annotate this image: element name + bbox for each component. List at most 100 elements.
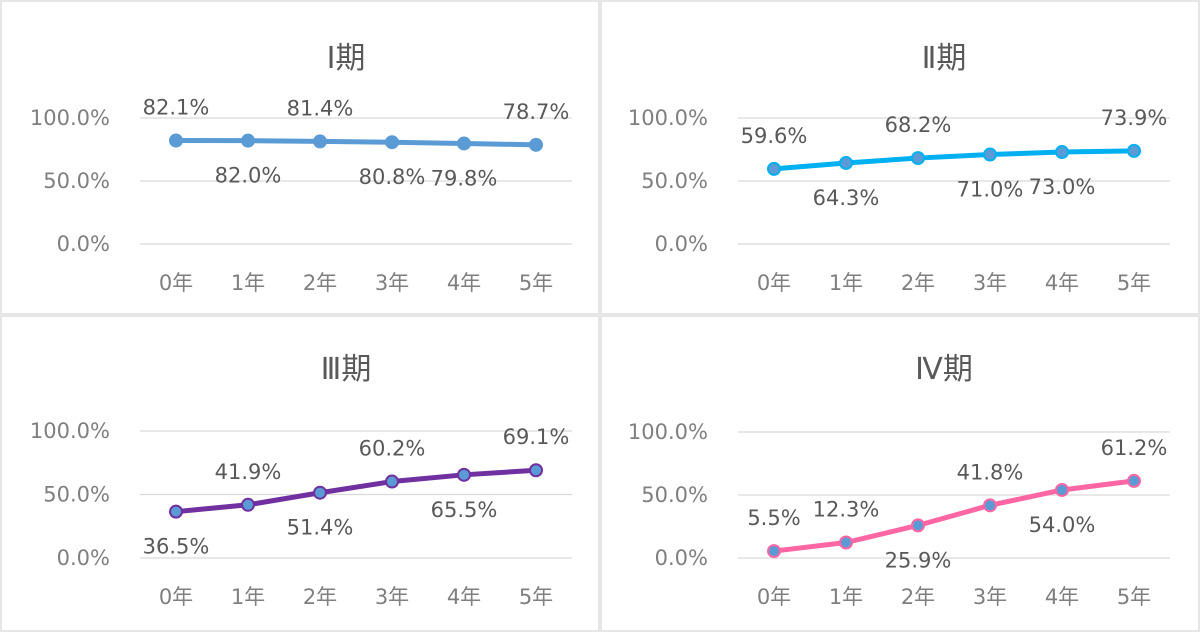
y-tick-label: 50.0% xyxy=(43,169,110,193)
data-point xyxy=(313,134,327,149)
x-tick-label: 0年 xyxy=(757,585,791,609)
data-label: 36.5% xyxy=(143,535,210,559)
data-point xyxy=(529,137,543,152)
data-label: 41.9% xyxy=(215,460,282,484)
x-tick-label: 4年 xyxy=(1045,271,1079,295)
series-line xyxy=(771,478,1137,554)
data-point xyxy=(313,485,327,500)
chart-title: Ⅳ期 xyxy=(915,352,973,387)
series-line xyxy=(173,467,539,515)
data-point xyxy=(1127,473,1141,488)
data-point xyxy=(457,136,471,151)
data-point xyxy=(1127,143,1141,158)
data-label: 73.9% xyxy=(1101,106,1168,130)
data-label: 73.0% xyxy=(1029,175,1096,199)
x-tick-label: 1年 xyxy=(231,585,265,609)
x-tick-label: 4年 xyxy=(447,271,481,295)
data-point xyxy=(385,474,399,489)
data-label: 60.2% xyxy=(359,437,426,461)
data-label: 82.1% xyxy=(143,96,210,120)
data-point xyxy=(1055,482,1069,497)
y-tick-label: 100.0% xyxy=(628,106,708,130)
y-tick-label: 50.0% xyxy=(43,483,110,507)
x-tick-label: 4年 xyxy=(447,585,481,609)
x-tick-label: 3年 xyxy=(375,271,409,295)
data-label: 54.0% xyxy=(1029,513,1096,537)
data-point xyxy=(457,467,471,482)
x-tick-label: 2年 xyxy=(901,271,935,295)
data-point xyxy=(169,504,183,519)
data-label: 68.2% xyxy=(885,113,952,137)
y-tick-label: 0.0% xyxy=(57,546,110,570)
series-line xyxy=(173,138,539,148)
chart-panel-stage-1: Ⅰ期 0.0% 50.0% 100.0% 0年 1年 2年 3年 4年 5年 82.1% 82.0% 8… xyxy=(2,2,598,313)
x-tick-label: 5年 xyxy=(1117,585,1151,609)
data-point xyxy=(241,497,255,512)
chart-title: Ⅰ期 xyxy=(327,41,366,76)
chart-stage-3: Ⅲ期 0.0% 50.0% 100.0% 0年 1年 2年 3年 4年 5年 36.5% 41.9% 5… xyxy=(30,352,572,609)
y-tick-label: 100.0% xyxy=(30,419,110,443)
chart-panel-stage-3: Ⅲ期 0.0% 50.0% 100.0% 0年 1年 2年 3年 4年 5年 36.5% 41.9% 5… xyxy=(2,317,598,630)
data-label: 79.8% xyxy=(431,166,498,190)
x-tick-label: 5年 xyxy=(1117,271,1151,295)
data-point xyxy=(767,161,781,176)
x-tick-label: 4年 xyxy=(1045,585,1079,609)
data-point xyxy=(385,135,399,150)
x-tick-label: 1年 xyxy=(829,271,863,295)
data-label: 61.2% xyxy=(1101,436,1168,460)
chart-panel-stage-4: Ⅳ期 0.0% 50.0% 100.0% 0年 1年 2年 3年 4年 5年 5.5% 12.3% 25… xyxy=(602,317,1198,630)
chart-title: Ⅱ期 xyxy=(922,41,967,76)
data-label: 80.8% xyxy=(359,165,426,189)
data-point xyxy=(983,147,997,162)
data-label: 78.7% xyxy=(503,100,570,124)
data-label: 59.6% xyxy=(741,124,808,148)
data-point xyxy=(911,151,925,166)
data-point xyxy=(241,133,255,148)
y-tick-label: 0.0% xyxy=(57,232,110,256)
chart-stage-4: Ⅳ期 0.0% 50.0% 100.0% 0年 1年 2年 3年 4年 5年 5.5% 12.3% 25… xyxy=(628,352,1170,609)
x-tick-label: 2年 xyxy=(303,585,337,609)
data-label: 69.1% xyxy=(503,425,570,449)
x-tick-label: 3年 xyxy=(375,585,409,609)
data-label: 25.9% xyxy=(885,548,952,572)
data-point xyxy=(983,498,997,513)
y-tick-label: 0.0% xyxy=(655,546,708,570)
x-tick-label: 5年 xyxy=(519,271,553,295)
x-tick-label: 1年 xyxy=(829,585,863,609)
chart-title: Ⅲ期 xyxy=(321,352,372,387)
y-tick-label: 50.0% xyxy=(641,169,708,193)
data-label: 51.4% xyxy=(287,516,354,540)
data-label: 64.3% xyxy=(813,186,880,210)
x-tick-label: 3年 xyxy=(973,585,1007,609)
data-point xyxy=(1055,145,1069,160)
x-tick-label: 0年 xyxy=(159,271,193,295)
x-tick-label: 2年 xyxy=(901,585,935,609)
chart-stage-1: Ⅰ期 0.0% 50.0% 100.0% 0年 1年 2年 3年 4年 5年 82.1% 82.0% 8… xyxy=(30,41,572,295)
x-tick-label: 3年 xyxy=(973,271,1007,295)
x-tick-label: 1年 xyxy=(231,271,265,295)
y-tick-label: 0.0% xyxy=(655,232,708,256)
chart-stage-2: Ⅱ期 0.0% 50.0% 100.0% 0年 1年 2年 3年 4年 5年 59.6% 64.3% 6… xyxy=(628,41,1170,295)
data-label: 5.5% xyxy=(747,506,800,530)
chart-panel-stage-2: Ⅱ期 0.0% 50.0% 100.0% 0年 1年 2年 3年 4年 5年 59.6% 64.3% 6… xyxy=(602,2,1198,313)
data-point xyxy=(911,518,925,533)
data-label: 65.5% xyxy=(431,498,498,522)
data-point xyxy=(767,544,781,559)
series-line xyxy=(771,148,1137,172)
data-label: 41.8% xyxy=(957,460,1024,484)
y-tick-label: 100.0% xyxy=(30,106,110,130)
data-point xyxy=(529,463,543,478)
y-tick-label: 100.0% xyxy=(628,420,708,444)
data-label: 71.0% xyxy=(957,178,1024,202)
data-label: 81.4% xyxy=(287,96,354,120)
x-tick-label: 5年 xyxy=(519,585,553,609)
y-tick-label: 50.0% xyxy=(641,483,708,507)
data-label: 12.3% xyxy=(813,498,880,522)
data-point xyxy=(839,155,853,170)
x-tick-label: 2年 xyxy=(303,271,337,295)
x-tick-label: 0年 xyxy=(159,585,193,609)
data-point xyxy=(839,535,853,550)
data-point xyxy=(169,133,183,148)
data-label: 82.0% xyxy=(215,164,282,188)
